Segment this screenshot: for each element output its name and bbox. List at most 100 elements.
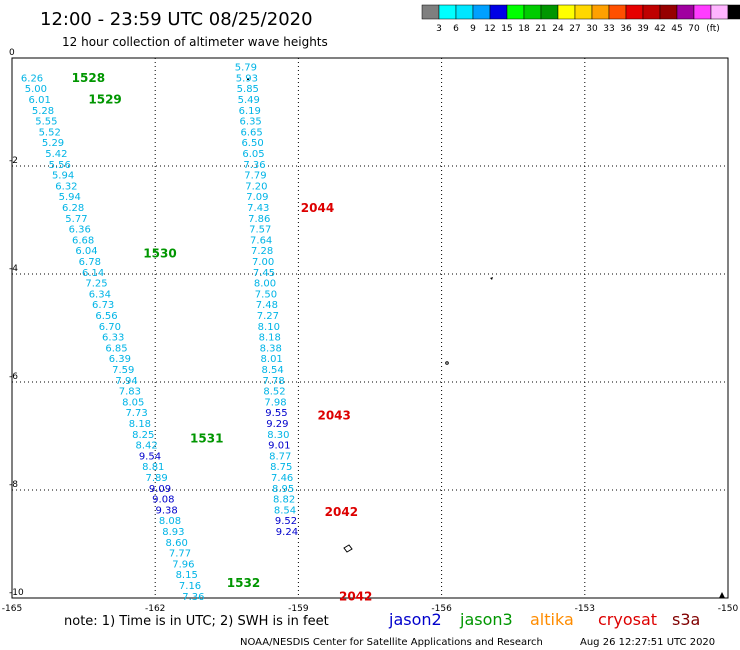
swh-value: 6.50 [241,138,263,149]
swh-value: 6.26 [21,73,43,84]
swh-value: 7.64 [250,235,272,246]
y-tick-label: -4 [9,264,18,274]
swh-value: 7.43 [247,203,269,214]
colorbar-label: 3 [436,24,442,34]
legend-s3a: s3a [672,610,700,629]
island-marker [343,544,353,553]
chart-subtitle: 12 hour collection of altimeter wave hei… [62,35,328,49]
swh-value: 6.68 [72,235,94,246]
colorbar-label: 39 [637,24,649,34]
swh-value: 8.52 [263,387,285,398]
swh-value: 6.56 [95,311,117,322]
swh-value: 7.27 [257,311,279,322]
swh-value: 6.65 [240,127,262,138]
swh-value: 9.08 [152,495,174,506]
swh-value: 5.56 [49,160,71,171]
swh-value: 5.29 [42,138,64,149]
colorbar-label: 42 [654,24,665,34]
swh-value: 7.89 [145,473,167,484]
swh-value: 9.38 [156,505,178,516]
swh-value: 7.09 [246,192,268,203]
colorbar-swatch [642,4,661,20]
swh-value: 8.05 [122,397,144,408]
swh-value: 6.19 [239,106,261,117]
swh-value: 7.46 [271,473,293,484]
swh-value: 5.55 [35,117,57,128]
x-tick-label: -156 [431,604,452,614]
footer-note: note: 1) Time is in UTC; 2) SWH is in fe… [64,614,329,629]
x-tick-label: -165 [2,604,22,614]
swh-value: 6.36 [69,225,91,236]
island-marker [445,361,449,365]
swh-value: 6.28 [62,203,84,214]
swh-value: 8.75 [270,462,292,473]
colorbar-swatch [591,4,610,20]
pass-time-labels: 1528 1529 1530 1531 1532 2044 2043 2042 2042 [72,71,373,603]
swh-value: 9.24 [276,527,298,538]
swh-value: 6.34 [89,289,111,300]
swh-value: 9.01 [268,441,290,452]
swh-value: 9.09 [149,484,171,495]
pass-time-label: 2044 [301,201,334,215]
swh-value: 5.77 [65,214,87,225]
swh-value: 5.85 [237,84,259,95]
swh-value: 5.94 [52,171,74,182]
pass-time-label: 2043 [317,408,350,422]
swh-value: 6.70 [99,322,121,333]
swh-value: 7.50 [255,289,277,300]
swh-value: 7.78 [262,376,284,387]
colorbar-swatch [574,4,593,20]
colorbar-swatch [727,4,740,20]
y-tick-label: 0 [9,48,15,58]
swh-value: 8.93 [162,527,184,538]
x-tick-label: -159 [288,604,309,614]
swh-value: 8.60 [166,538,188,549]
swh-value: 8.18 [129,419,151,430]
legend-jason3: jason3 [459,610,513,629]
colorbar-swatch [438,4,457,20]
swh-value: 8.81 [142,462,164,473]
swh-value: 8.10 [258,322,280,333]
swh-value: 6.78 [79,257,101,268]
colorbar-swatch [608,4,627,20]
swh-value: 7.59 [112,365,134,376]
swh-value: 6.04 [75,246,97,257]
swh-value: 8.08 [159,516,181,527]
legend-altika: altika [530,610,574,629]
colorbar-swatch [693,4,712,20]
swh-value: 7.16 [179,581,201,592]
swh-value: 7.36 [182,592,204,603]
swh-value: 6.05 [242,149,264,160]
colorbar-label: 12 [484,24,495,34]
swh-value: 7.79 [244,171,266,182]
legend-jason2: jason2 [388,610,442,629]
swh-value: 5.79 [235,63,257,74]
swh-value: 5.42 [45,149,67,160]
swh-value: 7.83 [119,387,141,398]
plot-frame [11,57,729,599]
y-tick-label: -2 [9,156,18,166]
colorbar-label: 45 [671,24,682,34]
pass-time-label: 2042 [325,505,358,519]
grid-lines [12,58,728,598]
swh-value: 5.00 [25,84,47,95]
x-tick-label: -150 [718,604,739,614]
x-tick-label: -162 [145,604,165,614]
colorbar-label: 15 [501,24,512,34]
swh-value: 7.28 [251,246,273,257]
swh-value: 5.93 [236,73,258,84]
swh-value: 9.55 [265,408,287,419]
colorbar-swatch [540,4,559,20]
swh-value: 7.36 [243,160,265,171]
swh-value: 5.49 [238,95,260,106]
colorbar-swatch [557,4,576,20]
pass-time-label: 1532 [227,576,260,590]
pass-time-label: 1530 [143,246,176,260]
y-axis-tick-labels: 0 -2 -4 -6 -8 -10 [9,48,24,598]
colorbar-label: 21 [535,24,546,34]
pass-time-label: 2042 [339,589,372,603]
colorbar-label: 36 [620,24,632,34]
colorbar-swatch [506,4,525,20]
x-axis-tick-labels: -165 -162 -159 -156 -153 -150 [2,604,739,614]
